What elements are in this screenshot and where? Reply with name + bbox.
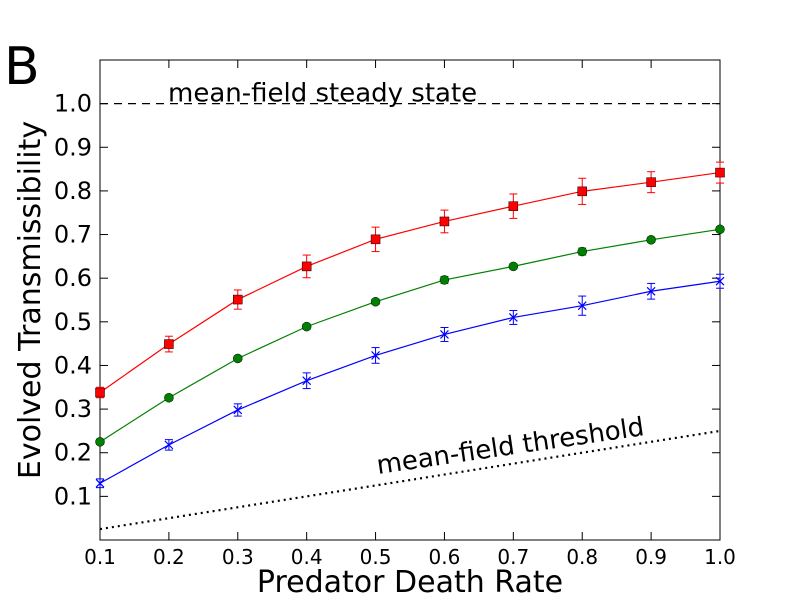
y-tick-label: 0.5: [54, 308, 92, 336]
data-point: [164, 339, 174, 349]
data-point: [371, 350, 380, 360]
data-point: [95, 478, 105, 488]
x-tick-label: 0.7: [497, 545, 529, 569]
data-point: [95, 387, 105, 398]
panel-label: B: [4, 37, 40, 97]
data-point: [439, 216, 450, 227]
data-point: [646, 235, 656, 245]
y-tick-label: 0.6: [54, 264, 92, 292]
data-point: [508, 201, 519, 211]
y-tick-label: 0.1: [54, 482, 92, 510]
data-point: [715, 276, 725, 286]
y-axis-label: Evolved Transmissibility: [13, 121, 48, 479]
x-tick-label: 0.8: [566, 545, 598, 569]
x-tick-label: 0.4: [291, 545, 323, 569]
x-tick-label: 0.2: [153, 545, 185, 569]
data-point: [439, 275, 450, 285]
data-point: [164, 440, 174, 450]
x-axis-label: Predator Death Rate: [257, 565, 563, 600]
data-point: [715, 167, 725, 178]
series-line-1: [99, 171, 721, 393]
data-point: [508, 261, 519, 272]
x-tick-label: 0.3: [222, 545, 254, 569]
y-tick-label: 0.8: [54, 177, 92, 205]
plot-area: 0.1 0.2 0.3 0.4 0.5 0.6 0.7 0.8 0.9 1.0 0.1 0.2 0.3 0…: [54, 59, 736, 569]
threshold-label: mean-field threshold: [375, 412, 646, 481]
data-point: [440, 330, 449, 339]
data-point: [302, 376, 312, 386]
axes-frame: [99, 59, 721, 541]
y-tick-label: 1.0: [54, 90, 92, 118]
data-point: [233, 294, 243, 305]
data-point: [233, 353, 243, 364]
y-tick-label: 0.9: [54, 133, 92, 161]
y-tick-label: 0.4: [54, 351, 92, 379]
data-point: [646, 177, 656, 187]
data-point: [508, 313, 518, 322]
data-point: [301, 321, 312, 332]
y-tick-label: 0.2: [54, 439, 92, 467]
x-tick-label: 0.6: [429, 545, 461, 569]
data-point: [95, 437, 105, 447]
x-tick-label: 0.5: [360, 545, 392, 569]
data-point: [370, 234, 381, 245]
x-tick-label: 0.9: [635, 545, 667, 569]
x-tick-label: 1.0: [704, 545, 736, 569]
data-point: [715, 224, 725, 235]
data-point: [577, 246, 587, 257]
data-point: [370, 296, 381, 307]
steady-state-label: mean-field steady state: [168, 79, 477, 109]
y-tick-label: 0.3: [54, 395, 92, 423]
data-point: [577, 186, 587, 197]
data-point: [233, 405, 243, 415]
x-tick-label: 0.1: [84, 545, 116, 569]
data-point: [164, 392, 174, 403]
data-point: [577, 301, 587, 311]
series-line-3: [99, 280, 721, 484]
y-tick-label: 0.7: [54, 221, 92, 249]
data-point: [646, 286, 656, 296]
data-point: [301, 261, 312, 272]
threshold-line: [99, 429, 721, 531]
series-line-2: [99, 228, 721, 443]
